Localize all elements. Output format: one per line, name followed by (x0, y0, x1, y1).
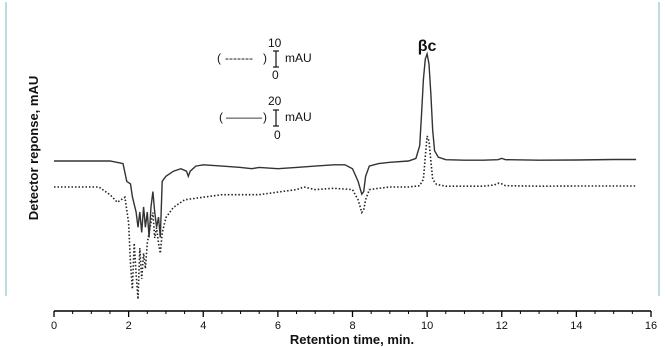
series-dotted-line (54, 135, 637, 300)
scale-bar-dashed-suffix: ) (263, 51, 267, 65)
y-axis-title: Detector reponse, mAU (26, 76, 41, 220)
x-tick-label: 10 (421, 320, 433, 332)
x-tick-label: 12 (496, 320, 508, 332)
x-axis-ticks: 0 2 4 6 8 10 12 14 16 (51, 311, 657, 332)
x-tick-label: 14 (570, 320, 582, 332)
x-tick-label: 2 (126, 320, 132, 332)
scale-bar-solid-prefix: ( (219, 110, 223, 124)
scale-bar-solid-bottom: 0 (274, 128, 281, 142)
scale-bar-solid-line-text: ——— (226, 110, 262, 124)
x-tick-label: 16 (645, 320, 657, 332)
scale-bar-solid: ( ——— ) 20 mAU 0 (219, 94, 312, 142)
scale-bar-dashed-prefix: ( (217, 51, 221, 65)
peak-label-beta-carotene: βc (418, 38, 437, 55)
x-tick-label: 6 (275, 320, 281, 332)
scale-bar-dashed-bottom: 0 (272, 68, 279, 82)
scale-bar-dashed: ( ------- ) 10 mAU 0 (217, 36, 312, 82)
scale-bar-solid-top: 20 (268, 94, 282, 108)
x-tick-label: 4 (200, 320, 206, 332)
series-solid-line (54, 51, 637, 238)
x-tick-label: 8 (349, 320, 355, 332)
x-axis-title: Retention time, min. (290, 332, 414, 347)
x-tick-label: 0 (51, 320, 57, 332)
scale-bar-solid-suffix: ) (263, 110, 267, 124)
scale-bar-solid-unit: mAU (285, 110, 312, 124)
scale-bar-dashed-unit: mAU (285, 51, 312, 65)
scale-bar-dashed-line-text: ------- (225, 51, 253, 65)
scale-bar-dashed-top: 10 (268, 36, 282, 50)
